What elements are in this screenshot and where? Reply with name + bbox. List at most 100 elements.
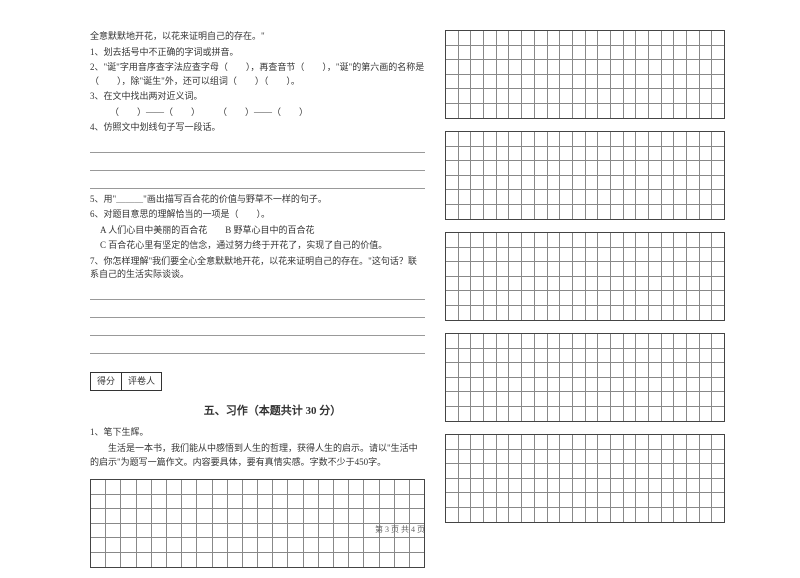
grid-cell (522, 46, 535, 60)
question-1: 1、划去括号中不正确的字词或拼音。 (90, 46, 425, 60)
grid-cell (700, 349, 713, 363)
grid-cell (598, 60, 611, 74)
grid-cell (484, 75, 497, 89)
grid-cell (700, 262, 713, 276)
grid-cell (497, 147, 510, 161)
grid-cell (509, 262, 522, 276)
grid-cell (624, 450, 637, 464)
grid-row (446, 464, 724, 479)
grid-cell (548, 277, 561, 291)
grid-cell (167, 495, 182, 509)
grid-cell (649, 31, 662, 45)
grid-cell (509, 161, 522, 175)
grid-cell (649, 493, 662, 507)
grid-cell (624, 147, 637, 161)
grid-cell (687, 233, 700, 247)
grid-cell (197, 538, 212, 552)
grid-cell (410, 509, 424, 523)
grid-cell (586, 378, 599, 392)
grid-cell (687, 176, 700, 190)
grid-cell (586, 161, 599, 175)
grid-cell (446, 277, 459, 291)
grid-cell (446, 508, 459, 523)
grid-cell (611, 306, 624, 321)
grid-cell (548, 407, 561, 422)
grid-cell (649, 205, 662, 220)
grid-cell (471, 464, 484, 478)
grid-cell (535, 493, 548, 507)
grid-cell (509, 75, 522, 89)
grid-cell (459, 233, 472, 247)
grid-cell (700, 161, 713, 175)
grid-cell (586, 233, 599, 247)
grid-cell (636, 493, 649, 507)
grid-cell (459, 508, 472, 523)
grid-row (446, 334, 724, 349)
grid-cell (522, 306, 535, 321)
grid-cell (611, 277, 624, 291)
grid-cell (712, 176, 724, 190)
grid-cell (497, 450, 510, 464)
grid-cell (586, 407, 599, 422)
grid-cell (560, 450, 573, 464)
grid-cell (573, 435, 586, 449)
grid-cell (662, 248, 675, 262)
grid-cell (712, 31, 724, 45)
grid-cell (535, 407, 548, 422)
grid-cell (484, 89, 497, 103)
grid-cell (522, 75, 535, 89)
grid-cell (560, 508, 573, 523)
grid-cell (649, 277, 662, 291)
grid-cell (273, 480, 288, 494)
grid-cell (243, 495, 258, 509)
grid-cell (548, 233, 561, 247)
grid-cell (459, 75, 472, 89)
grid-cell (687, 205, 700, 220)
grid-cell (687, 450, 700, 464)
grid-cell (484, 31, 497, 45)
grid-row (446, 60, 724, 75)
grid-cell (649, 450, 662, 464)
grid-cell (674, 205, 687, 220)
grid-cell (598, 493, 611, 507)
grid-cell (674, 233, 687, 247)
grid-cell (712, 233, 724, 247)
grid-cell (522, 508, 535, 523)
grid-cell (459, 176, 472, 190)
grid-cell (649, 60, 662, 74)
grid-cell (197, 480, 212, 494)
grid-cell (459, 407, 472, 422)
grid-cell (573, 407, 586, 422)
grid-cell (497, 277, 510, 291)
grid-cell (548, 392, 561, 406)
grid-cell (509, 147, 522, 161)
grid-cell (471, 508, 484, 523)
grid-cell (522, 363, 535, 377)
grid-cell (484, 493, 497, 507)
grid-cell (712, 407, 724, 422)
grid-cell (484, 450, 497, 464)
question-7: 7、你怎样理解"我们要全心全意默默地开花，以花来证明自己的存在。"这句话？联系自… (90, 255, 425, 282)
grid-cell (624, 31, 637, 45)
grid-cell (535, 392, 548, 406)
grid-cell (446, 190, 459, 204)
grid-cell (560, 493, 573, 507)
grid-cell (548, 75, 561, 89)
grid-row (91, 495, 424, 510)
grid-cell (687, 407, 700, 422)
grid-row (446, 493, 724, 508)
grid-cell (611, 147, 624, 161)
grid-cell (522, 31, 535, 45)
grid-cell (636, 46, 649, 60)
grid-cell (636, 60, 649, 74)
grid-row (446, 248, 724, 263)
grid-cell (700, 190, 713, 204)
grid-cell (636, 161, 649, 175)
grid-cell (471, 262, 484, 276)
grid-cell (662, 392, 675, 406)
grid-cell (288, 480, 303, 494)
grid-cell (484, 60, 497, 74)
grid-cell (649, 147, 662, 161)
grid-cell (522, 435, 535, 449)
grid-cell (288, 509, 303, 523)
